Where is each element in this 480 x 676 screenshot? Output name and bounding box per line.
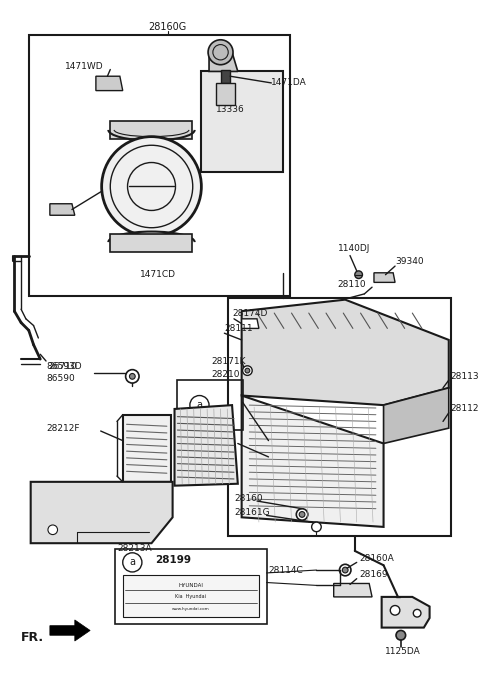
Text: 28113: 28113 — [451, 372, 480, 381]
Text: 1471DA: 1471DA — [271, 78, 307, 87]
Text: 26710: 26710 — [48, 362, 77, 371]
Text: 39340: 39340 — [395, 257, 424, 266]
Text: FR.: FR. — [21, 631, 44, 644]
Bar — [115, 549, 266, 624]
Circle shape — [242, 366, 252, 375]
Polygon shape — [374, 273, 395, 283]
Polygon shape — [110, 235, 192, 251]
Text: 28114C: 28114C — [268, 566, 303, 575]
Text: www.hyundai.com: www.hyundai.com — [172, 607, 210, 611]
Circle shape — [312, 522, 321, 532]
Polygon shape — [110, 121, 192, 139]
Polygon shape — [216, 83, 235, 105]
Text: 28160G: 28160G — [149, 22, 187, 32]
Text: 28210: 28210 — [211, 370, 240, 379]
Text: Kia  Hyundai: Kia Hyundai — [175, 594, 206, 600]
Text: a: a — [196, 400, 203, 410]
Circle shape — [339, 564, 351, 576]
Polygon shape — [241, 299, 449, 405]
Bar — [178, 380, 242, 430]
Polygon shape — [241, 319, 259, 329]
Polygon shape — [50, 620, 90, 641]
Text: 28110: 28110 — [337, 280, 366, 289]
Polygon shape — [123, 414, 171, 482]
Circle shape — [208, 40, 233, 65]
Bar — [220, 70, 230, 83]
Text: 28161G: 28161G — [234, 508, 270, 517]
Text: 28160A: 28160A — [360, 554, 395, 563]
Circle shape — [130, 373, 135, 379]
Circle shape — [126, 370, 139, 383]
Circle shape — [299, 512, 305, 517]
Text: 86593D: 86593D — [46, 362, 82, 371]
Polygon shape — [31, 482, 173, 544]
Bar — [123, 575, 259, 617]
Circle shape — [245, 368, 250, 373]
Text: 1471WD: 1471WD — [65, 62, 104, 71]
Text: 1471CD: 1471CD — [140, 270, 176, 279]
Polygon shape — [209, 52, 238, 72]
Text: 13336: 13336 — [216, 105, 244, 114]
Bar — [29, 35, 289, 296]
Circle shape — [413, 609, 421, 617]
Text: 28160: 28160 — [234, 493, 263, 503]
Text: 1140DJ: 1140DJ — [337, 244, 370, 254]
Polygon shape — [241, 395, 384, 527]
Circle shape — [355, 271, 362, 279]
Circle shape — [390, 606, 400, 615]
Text: 28169: 28169 — [360, 571, 388, 579]
Text: 28199: 28199 — [156, 556, 192, 565]
Text: 86590: 86590 — [46, 374, 75, 383]
Polygon shape — [382, 597, 430, 627]
Text: a: a — [129, 558, 135, 567]
Circle shape — [296, 508, 308, 521]
Text: 28171K: 28171K — [211, 356, 245, 366]
Polygon shape — [96, 76, 123, 91]
Circle shape — [396, 631, 406, 640]
Text: 28213A: 28213A — [117, 544, 152, 554]
Polygon shape — [334, 583, 372, 597]
Text: 28111: 28111 — [224, 324, 253, 333]
Text: HYUNDAI: HYUNDAI — [179, 583, 204, 588]
Text: 1125DA: 1125DA — [385, 647, 420, 656]
Text: 28174D: 28174D — [232, 308, 267, 318]
Text: 28212F: 28212F — [46, 424, 80, 433]
Polygon shape — [384, 388, 449, 443]
Polygon shape — [202, 72, 283, 172]
Circle shape — [190, 395, 209, 414]
Circle shape — [342, 567, 348, 573]
Bar — [228, 297, 451, 535]
Text: 28112: 28112 — [451, 404, 479, 414]
Circle shape — [123, 553, 142, 572]
Polygon shape — [50, 203, 75, 215]
Polygon shape — [175, 405, 238, 485]
Circle shape — [102, 137, 202, 237]
Circle shape — [48, 525, 58, 535]
